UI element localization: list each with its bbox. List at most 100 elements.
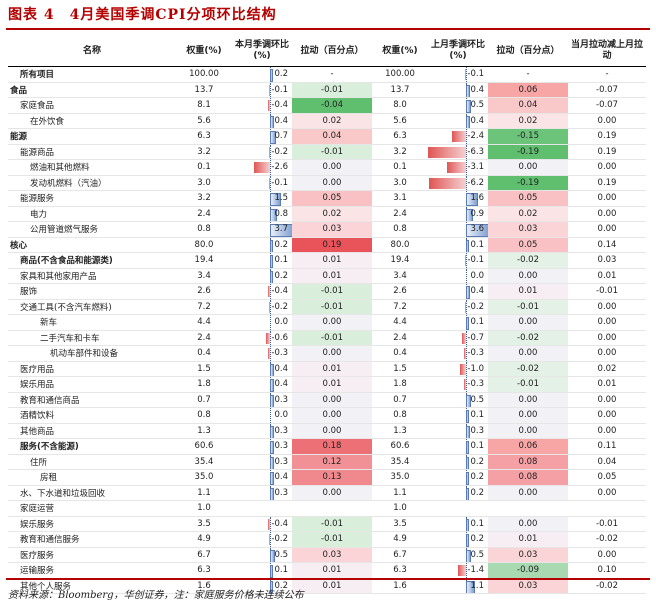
table-body: 所有项目 100.00 0.2-100.00 -0.1- - 食品 13.7 -0.1 -0.0… [8,66,646,594]
pull-cur: 0.05 [292,190,372,207]
mom-value: 0.1 [274,565,288,576]
positive-bar [466,472,470,485]
table-row: 其他商品 1.3 0.3 0.00 1.3 0.3 0.00 0.00 [8,423,646,439]
pull-prev: 0.00 [488,423,568,439]
pull-cur: -0.01 [292,531,372,548]
weight-cur: 8.1 [176,97,232,114]
table-row: 食品 13.7 -0.1 -0.01 13.7 0.4 0.06 -0.07 [8,82,646,98]
weight-cur: 35.0 [176,469,232,486]
weight-cur: 35.4 [176,454,232,470]
row-name: 核心 [8,236,176,253]
pull-diff: 0.03 [568,252,646,269]
mom-value: -0.1 [271,177,288,188]
mom-value: 0.5 [274,549,288,560]
mom-cur: 0.5 [232,547,292,563]
pull-cur: -0.01 [292,299,372,315]
mom-value: 0.2 [470,456,484,467]
mom-prev: 0.2 [428,485,488,501]
mom-prev: 1.6 [428,190,488,207]
weight-prev: 1.6 [372,578,428,594]
zero-axis [466,144,467,159]
row-name: 运输服务 [8,562,176,579]
mom-cur: -0.2 [232,531,292,548]
mom-value: 0.2 [470,472,484,483]
mom-value: -0.4 [271,518,288,529]
weight-prev: 3.2 [372,144,428,160]
mom-cur: 0.4 [232,376,292,393]
pull-prev: 0.01 [488,283,568,300]
table-row: 服饰 2.6 -0.4 -0.01 2.6 0.4 0.01 -0.01 [8,283,646,300]
header-weight-cur: 权重(%) [176,36,232,67]
pull-diff: 0.04 [568,454,646,470]
zero-axis [466,346,467,361]
mom-value: 0.1 [470,441,484,452]
table-row: 能源商品 3.2 -0.2 -0.01 3.2 -6.3 -0.19 0.19 [8,144,646,160]
header-row: 名称 权重(%) 本月季调环比(%) 拉动（百分点） 权重(%) 上月季调环比(… [8,36,646,67]
pull-cur: 0.02 [292,206,372,222]
row-name: 二手汽车和卡车 [8,330,176,346]
table-row: 家庭运营 1.0 1.0 [8,500,646,517]
weight-prev: 0.8 [372,407,428,424]
negative-bar [461,332,466,344]
mom-prev: 0.5 [428,547,488,563]
negative-bar [268,348,270,359]
mom-value: 0.3 [274,425,288,436]
row-name: 所有项目 [8,66,176,83]
mom-value: -0.3 [467,348,484,359]
positive-bar [270,456,274,469]
mom-cur: -0.4 [232,283,292,300]
mom-cur: 0.1 [232,562,292,579]
positive-bar [270,270,274,283]
pull-prev: 0.08 [488,454,568,470]
weight-prev: 2.6 [372,283,428,300]
pull-diff: 0.02 [568,361,646,377]
pull-diff: 0.00 [568,547,646,563]
mom-value: 0.0 [470,270,484,281]
table-row: 水、下水道和垃圾回收 1.1 0.3 0.00 1.1 0.2 0.00 0.00 [8,485,646,501]
weight-cur: 2.4 [176,206,232,222]
pull-diff: -0.07 [568,82,646,98]
pull-diff: 0.00 [568,113,646,129]
positive-bar [270,239,274,252]
positive-bar [466,84,471,97]
zero-axis [466,67,467,82]
mom-cur: 0.3 [232,423,292,439]
table-row: 医疗用品 1.5 0.4 0.01 1.5 -1.0 -0.02 0.02 [8,361,646,377]
table-row: 能源服务 3.2 1.5 0.05 3.1 1.6 0.05 0.00 [8,190,646,207]
mom-value: -0.7 [467,332,484,343]
mom-prev: 0.1 [428,407,488,424]
pull-cur: - [292,66,372,83]
source-note: 资料来源：Bloomberg，华创证券，注：家庭服务价格未连续公布 [8,590,304,601]
weight-cur: 6.3 [176,128,232,145]
negative-bar [268,534,270,545]
mom-value: -0.2 [271,534,288,545]
table-row: 所有项目 100.00 0.2-100.00 -0.1- - [8,66,646,83]
mom-prev: 0.3 [428,423,488,439]
negative-bar [268,301,270,313]
row-name: 商品(不含食品和能源类) [8,252,176,269]
mom-cur: 0.4 [232,113,292,129]
pull-prev: 0.03 [488,547,568,563]
mom-prev: 0.5 [428,97,488,114]
pull-cur: 0.00 [292,485,372,501]
mom-value: -6.2 [467,177,484,188]
positive-bar [270,115,275,128]
positive-bar [466,193,478,206]
negative-bar [460,363,466,375]
pull-prev: 0.06 [488,438,568,455]
weight-cur: 3.5 [176,516,232,532]
pull-cur: 0.01 [292,578,372,594]
negative-bar [254,162,270,173]
row-name: 教育和通信商品 [8,392,176,408]
pull-prev: -0.19 [488,144,568,160]
zero-axis [466,377,467,392]
positive-bar [270,580,274,593]
pull-diff: -0.02 [568,531,646,548]
positive-bar [466,317,469,330]
table-row: 娱乐服务 3.5 -0.4 -0.01 3.5 0.1 0.00 -0.01 [8,516,646,532]
positive-bar [466,394,471,407]
mom-value: 0.0 [274,410,288,421]
mom-value: -0.4 [271,100,288,111]
row-name: 食品 [8,82,176,98]
mom-cur: 0.0 [232,314,292,331]
